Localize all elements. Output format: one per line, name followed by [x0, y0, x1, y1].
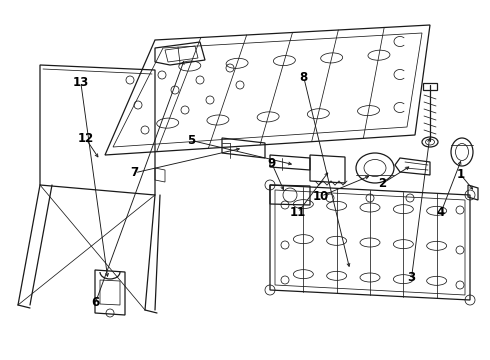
Text: 2: 2 — [378, 177, 386, 190]
Text: 5: 5 — [187, 134, 195, 147]
Text: 8: 8 — [300, 71, 308, 84]
Text: 13: 13 — [73, 76, 89, 89]
Text: 11: 11 — [290, 206, 306, 219]
Text: 4: 4 — [437, 206, 445, 219]
Text: 7: 7 — [131, 166, 139, 179]
Text: 9: 9 — [268, 157, 276, 170]
Polygon shape — [423, 83, 437, 90]
Text: 10: 10 — [313, 190, 329, 203]
Text: 6: 6 — [92, 296, 99, 309]
Text: 1: 1 — [457, 168, 465, 181]
Text: 12: 12 — [77, 132, 94, 145]
Text: 3: 3 — [408, 271, 416, 284]
